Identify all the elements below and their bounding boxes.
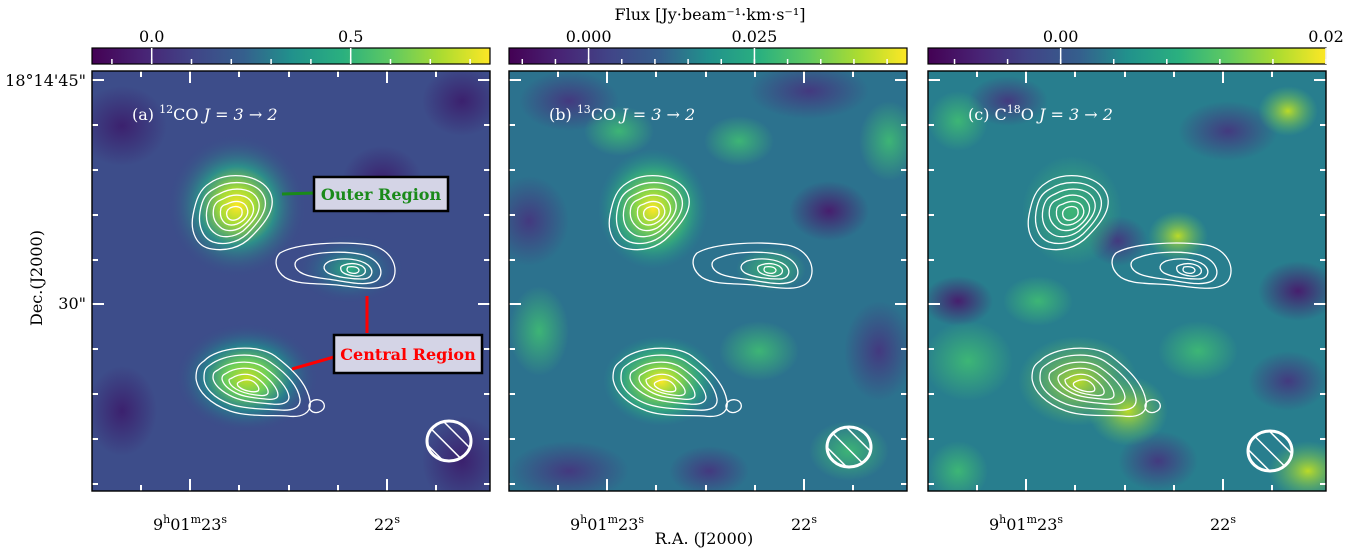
x-axis-label: R.A. (J2000) (655, 529, 753, 548)
background-patch (749, 71, 869, 119)
background-patch (422, 71, 490, 136)
panel-a-title: (a) 12CO J = 3 → 2 (132, 103, 278, 124)
emission-outer (1022, 156, 1122, 266)
background-patch (928, 441, 988, 491)
beam-ellipse (825, 425, 873, 469)
panel-b: (b) 13CO J = 3 → 2 (508, 70, 908, 492)
background-patch (1158, 321, 1238, 381)
background-patch (92, 366, 157, 456)
panel-c: (c) C18O J = 3 → 2 (927, 70, 1327, 492)
beam-ellipse (425, 419, 473, 463)
x-tick-label: 22s (791, 513, 817, 534)
colorbar-tick-label: 0.02 (1308, 27, 1344, 46)
colorbar-tick-label: 0.5 (338, 27, 363, 46)
emission-east (295, 234, 405, 304)
background-patch (928, 321, 1013, 401)
svg-text:Outer Region: Outer Region (321, 185, 442, 204)
x-tick-label: 22s (374, 513, 400, 534)
x-tick-label: 9h01m23s (570, 513, 644, 534)
background-patch (1003, 276, 1073, 326)
x-tick-label: 22s (1210, 513, 1236, 534)
colorbar-label: Flux [Jy·beam⁻¹·km·s⁻¹] (614, 5, 805, 24)
background-patch (509, 176, 569, 266)
background-patch (968, 76, 1048, 126)
background-patch (704, 116, 774, 166)
colorbar-tick-label: 0.025 (732, 27, 778, 46)
x-tick-label: 9h01m23s (153, 513, 227, 534)
background-patch (928, 91, 988, 151)
emission-central (603, 336, 719, 426)
background-patch (1118, 431, 1198, 491)
background-patch (1258, 261, 1326, 321)
background-patch (509, 286, 569, 376)
y-tick-label: 18°14'45" (5, 71, 86, 90)
emission-central (175, 323, 319, 433)
background-patch (92, 86, 167, 166)
background-patch (1148, 211, 1208, 261)
background-patch (928, 276, 993, 326)
background-patch (789, 181, 869, 241)
background-patch (669, 446, 749, 491)
background-patch (1178, 101, 1278, 161)
emission-outer (598, 149, 708, 269)
background-patch (509, 441, 629, 491)
colorbar-b: 0.000 0.025 (508, 27, 908, 65)
panel-c-title: (c) C18O J = 3 → 2 (968, 103, 1113, 124)
background-patch (859, 101, 907, 181)
x-tick-label: 9h01m23s (989, 513, 1063, 534)
background-patch (1258, 86, 1318, 136)
svg-text:Central Region: Central Region (340, 345, 476, 364)
colorbar-a: 0.0 0.5 (91, 27, 491, 65)
panel-a: (a) 12CO J = 3 → 2 Outer Region Central … (91, 70, 491, 492)
background-patch (719, 321, 799, 381)
background-patch (844, 301, 907, 401)
background-patch (584, 106, 654, 156)
colorbar-tick-label: 0.00 (1043, 27, 1079, 46)
colorbar-tick-label: 0.000 (566, 27, 612, 46)
beam-ellipse (1246, 429, 1294, 473)
central-region-label: Central Region (332, 333, 484, 375)
colorbar-tick-label: 0.0 (139, 27, 164, 46)
y-tick-label: 30" (58, 294, 86, 313)
y-axis-label: Dec.(J2000) (27, 230, 46, 326)
panel-b-title: (b) 13CO J = 3 → 2 (549, 103, 695, 124)
background-patch (1248, 351, 1326, 411)
outer-region-label: Outer Region (312, 175, 450, 213)
colorbar-c: 0.00 0.02 (927, 27, 1344, 65)
